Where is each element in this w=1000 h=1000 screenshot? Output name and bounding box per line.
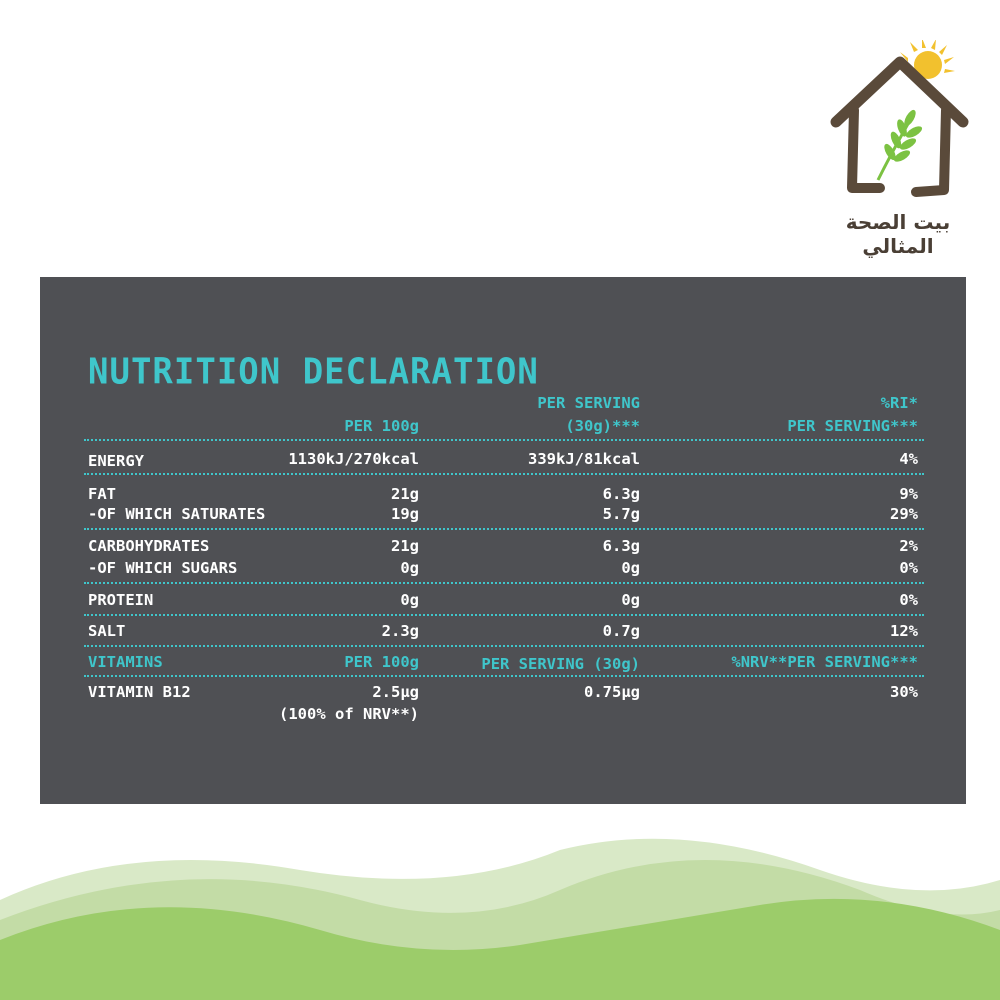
row-label-saturates: -OF WHICH SATURATES [88,505,266,523]
energy-per100: 1130kJ/270kcal [288,450,419,468]
vitamins-header-per100: PER 100g [344,653,419,671]
divider [84,645,924,647]
saturates-serving: 5.7g [602,505,640,523]
saturates-per100: 19g [391,505,419,523]
brand-logo: بيت الصحة المثالي [818,40,978,258]
energy-ri: 4% [899,450,918,468]
protein-serving: 0g [621,591,640,609]
header-serving-line1: PER SERVING [537,394,640,412]
sugars-serving: 0g [621,559,640,577]
row-label-protein: PROTEIN [88,591,154,609]
header-ri-line1: %RI* [880,394,918,412]
carbohydrates-serving: 6.3g [602,537,640,555]
row-label-sugars: -OF WHICH SUGARS [88,559,238,577]
salt-per100: 2.3g [381,622,419,640]
house-wheat-logo-icon [830,40,969,197]
vitamin-b12-per100: 2.5µg [372,683,419,701]
row-label-salt: SALT [88,622,126,640]
divider [84,528,924,530]
salt-serving: 0.7g [602,622,640,640]
vitamins-header-nrv: %NRV**PER SERVING*** [731,653,918,671]
header-serving-line2: (30g)*** [565,417,640,435]
row-label-fat: FAT [88,485,116,503]
vitamins-header-serving: PER SERVING (30g) [481,655,640,673]
vitamin-b12-serving: 0.75µg [584,683,640,701]
row-label-carbohydrates: CARBOHYDRATES [88,537,210,555]
divider [84,439,924,441]
energy-serving: 339kJ/81kcal [528,450,640,468]
vitamins-header-label: VITAMINS [88,653,163,671]
divider [84,473,924,475]
nutrition-panel: NUTRITION DECLARATION PER SERVING %RI* P… [40,277,966,804]
protein-ri: 0% [899,591,918,609]
salt-ri: 12% [890,622,918,640]
fat-serving: 6.3g [602,485,640,503]
protein-per100: 0g [400,591,419,609]
row-label-vitamin-b12: VITAMIN B12 [88,683,191,701]
vitamin-b12-nrv-note: (100% of NRV**) [279,705,419,723]
vitamin-b12-nrv: 30% [890,683,918,701]
divider [84,582,924,584]
sugars-ri: 0% [899,559,918,577]
green-hills-decoration [0,838,1000,1000]
fat-ri: 9% [899,485,918,503]
header-per100: PER 100g [344,417,419,435]
logo-text: بيت الصحة المثالي [845,210,951,258]
divider [84,675,924,677]
panel-title: NUTRITION DECLARATION [88,351,539,393]
header-ri-line2: PER SERVING*** [787,417,918,435]
row-label-energy: ENERGY [88,452,144,470]
carbohydrates-per100: 21g [391,537,419,555]
fat-per100: 21g [391,485,419,503]
saturates-ri: 29% [890,505,918,523]
sugars-per100: 0g [400,559,419,577]
carbohydrates-ri: 2% [899,537,918,555]
divider [84,614,924,616]
